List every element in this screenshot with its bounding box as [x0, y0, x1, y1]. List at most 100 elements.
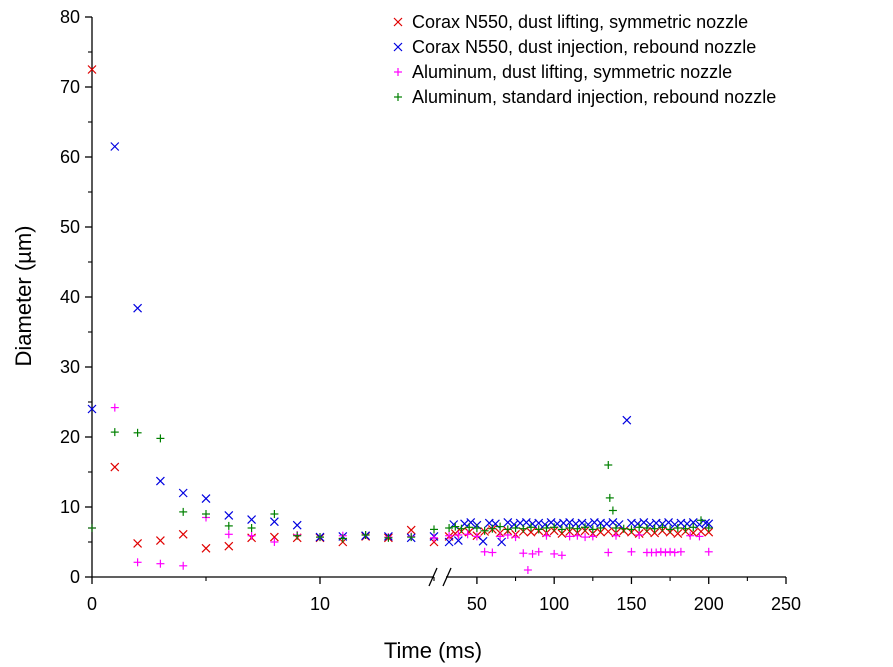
data-point: [650, 528, 660, 538]
data-point: [605, 493, 614, 502]
data-point: [454, 531, 463, 539]
legend-label: Aluminum, standard injection, rebound no…: [412, 87, 776, 107]
data-point: [642, 524, 651, 532]
data-point: [110, 462, 120, 472]
data-point: [604, 461, 613, 469]
data-point: [472, 524, 481, 532]
data-point: [664, 517, 673, 527]
x-axis-title: Time (ms): [384, 638, 482, 663]
data-point: [534, 525, 543, 534]
data-point: [472, 532, 481, 541]
data-point: [269, 517, 279, 527]
data-point: [596, 524, 605, 532]
data-point: [407, 533, 416, 542]
data-point: [542, 524, 551, 532]
data-point: [565, 532, 574, 541]
data-point: [557, 525, 566, 534]
series-1: [87, 65, 714, 553]
data-point: [527, 523, 535, 532]
data-point: [453, 536, 463, 546]
data-point: [338, 534, 347, 543]
x-tick-label: 100: [539, 594, 569, 614]
data-point: [681, 524, 690, 533]
data-point: [224, 510, 234, 520]
data-point: [503, 517, 513, 527]
data-point: [497, 537, 507, 547]
legend-marker: [393, 17, 403, 27]
data-point: [581, 533, 590, 542]
y-tick-label: 70: [60, 77, 80, 97]
y-tick-label: 60: [60, 147, 80, 167]
data-point: [496, 522, 505, 531]
data-point: [406, 525, 416, 535]
data-point: [519, 524, 528, 533]
data-point: [316, 533, 324, 542]
data-point: [270, 538, 279, 546]
legend: Corax N550, dust lifting, symmetric nozz…: [393, 12, 776, 107]
data-point: [463, 530, 472, 539]
data-point: [480, 526, 489, 535]
data-point: [430, 525, 438, 534]
data-point: [550, 549, 559, 558]
data-point: [503, 525, 512, 534]
data-point: [178, 529, 188, 539]
y-tick-label: 80: [60, 7, 80, 27]
axes: 0 10 20 30 40 50 60 70 80 0 10 50 100 150 200 250: [60, 7, 801, 614]
data-point: [519, 549, 528, 558]
data-point: [155, 536, 165, 546]
data-point: [676, 547, 685, 556]
data-point: [540, 520, 550, 529]
data-point: [87, 65, 97, 74]
data-point: [627, 547, 636, 556]
data-point: [110, 428, 119, 437]
data-point: [156, 559, 165, 568]
series-3: [88, 403, 713, 574]
data-point: [247, 524, 256, 532]
legend-marker: [393, 42, 403, 52]
data-point: [612, 524, 620, 532]
data-point: [133, 558, 142, 567]
x-tick-label: 0: [87, 594, 97, 614]
data-point: [534, 547, 543, 556]
data-point: [588, 532, 597, 541]
data-point: [466, 517, 476, 527]
data-point: [292, 520, 302, 530]
data-point: [526, 527, 536, 537]
y-tick-label: 10: [60, 497, 80, 517]
data-point: [430, 533, 438, 542]
data-point: [270, 510, 279, 518]
data-point: [247, 515, 257, 525]
data-point: [695, 532, 704, 541]
data-point: [480, 547, 489, 556]
y-tick-label: 40: [60, 287, 80, 307]
data-point: [88, 524, 96, 532]
data-point: [612, 531, 620, 540]
data-point: [688, 517, 698, 527]
x-tick-label: 10: [310, 594, 330, 614]
data-point: [445, 531, 454, 540]
data-point: [603, 527, 613, 536]
data-point: [622, 415, 632, 425]
data-point: [449, 520, 459, 529]
data-point: [488, 548, 497, 557]
x-tick-label: 200: [694, 594, 724, 614]
series-2: [87, 142, 714, 547]
data-point: [596, 527, 605, 537]
y-axis-title: Diameter (µm): [11, 225, 36, 366]
data-point: [581, 523, 590, 532]
data-point: [704, 527, 714, 537]
y-tick-label: 50: [60, 217, 80, 237]
legend-label: Corax N550, dust lifting, symmetric nozz…: [412, 12, 748, 32]
data-point: [133, 428, 142, 437]
data-point: [673, 529, 683, 539]
legend-label: Corax N550, dust injection, rebound nozz…: [412, 37, 756, 57]
data-point: [156, 434, 165, 443]
data-point: [201, 543, 211, 553]
data-point: [673, 524, 682, 532]
data-point: [155, 476, 165, 486]
legend-marker: [394, 68, 402, 76]
data-point: [110, 142, 120, 151]
x-tick-label: 50: [467, 594, 487, 614]
data-point: [511, 533, 520, 542]
